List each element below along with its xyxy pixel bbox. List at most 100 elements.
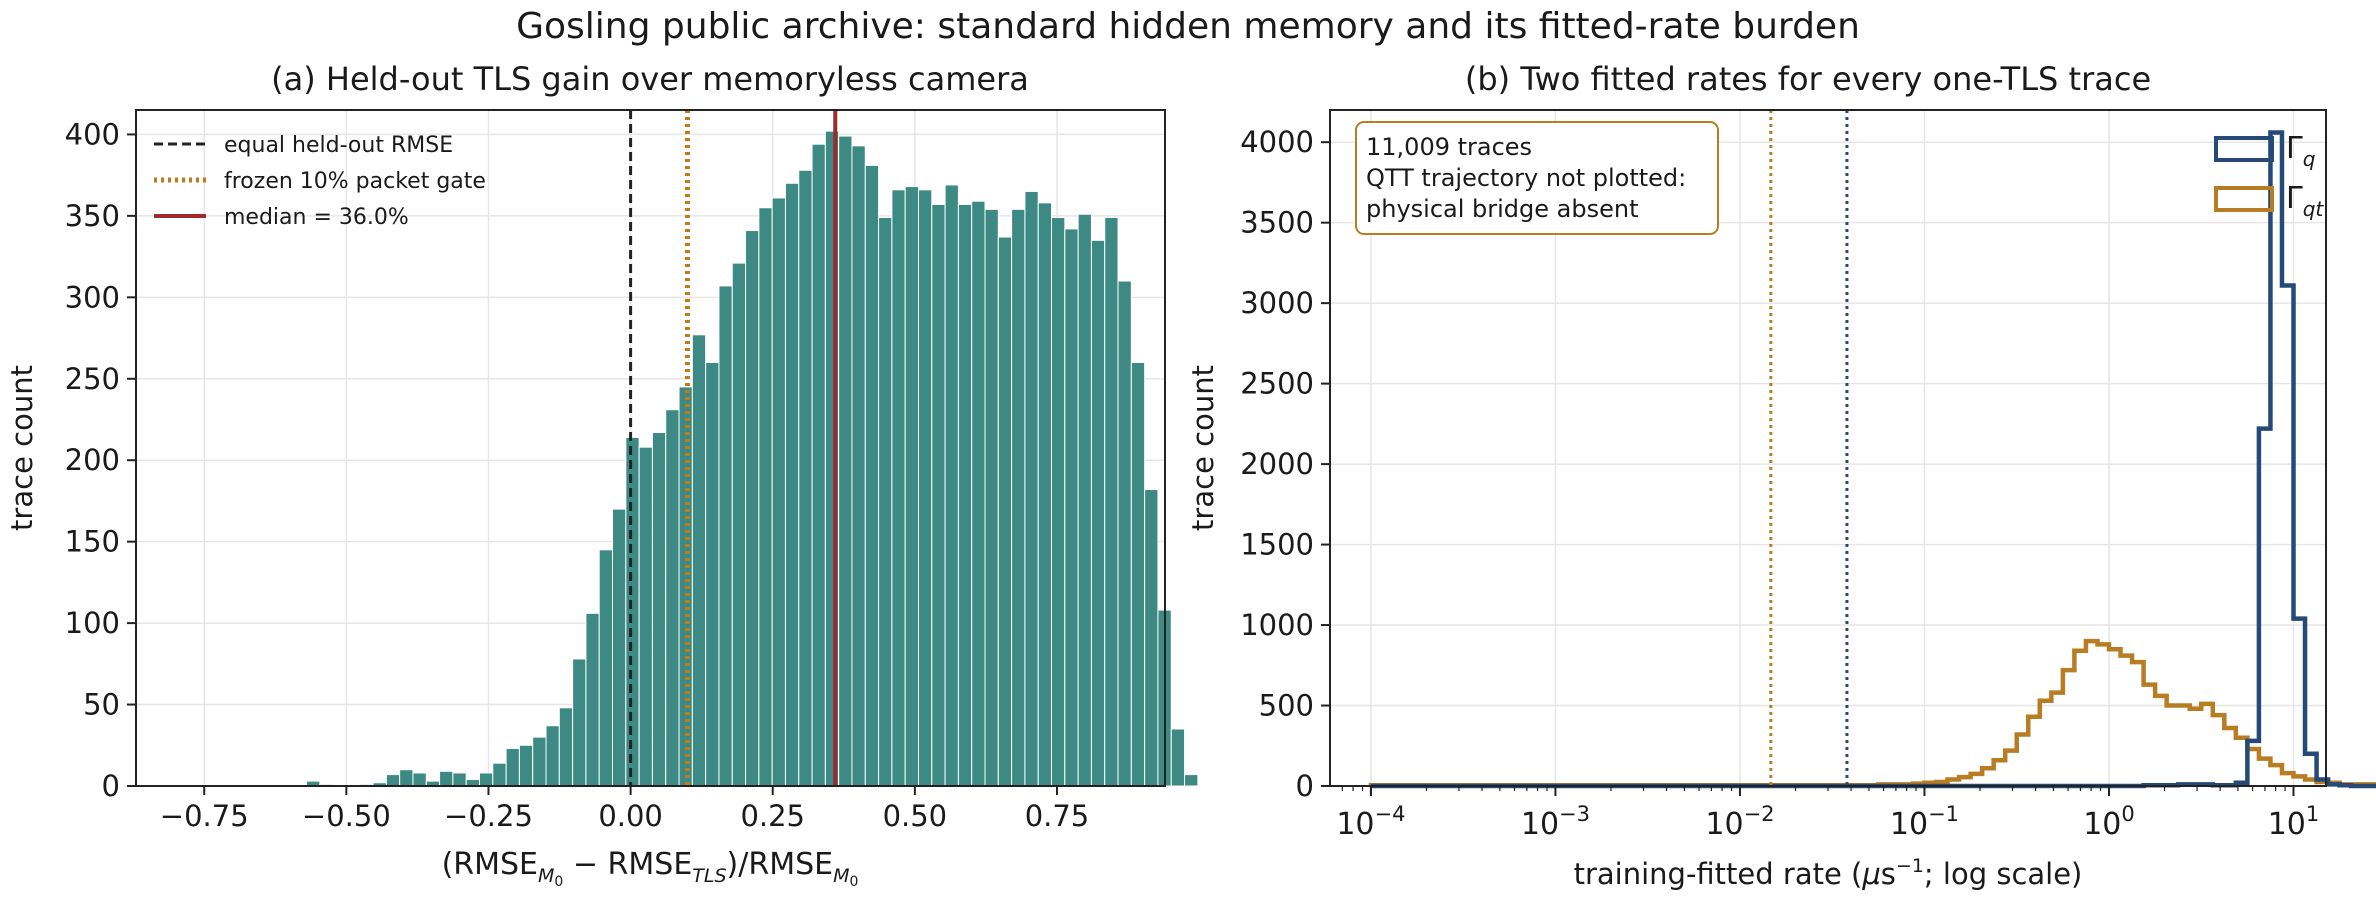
histogram-bar [412,772,427,787]
histogram-bar [452,772,467,787]
histogram-bar [1144,489,1159,787]
y-tick-label: 250 [65,362,120,396]
histogram-bar [944,184,959,787]
panel-a-reference-lines [629,110,838,786]
x-tick-label: 10−1 [1890,802,1959,842]
y-tick-label: 150 [65,525,120,559]
y-tick-label: 3000 [1240,286,1314,320]
annotation-box [1355,121,1719,235]
panel-a-title: (a) Held-out TLS gain over memoryless ca… [271,60,1029,98]
histogram-bar [439,770,454,787]
histogram-bar [691,334,707,787]
histogram-bar [545,725,560,787]
histogram-bar [478,772,494,787]
legend-gamma-qt-label: Γqt [2286,181,2324,221]
panel-b-annotation: 11,009 traces QTT trajectory not plotted… [1355,121,1719,235]
panel-a-y-ticks: 0 50 100 150 200 250 300 350 400 [65,117,136,803]
histogram-bar [385,774,401,787]
panel-a-xlabel: (RMSEM0 − RMSETLS)/RMSEM0 [442,847,859,890]
histogram-bar [838,135,853,787]
histogram-bar [1170,728,1186,787]
panel-a-x-ticks: −0.75 −0.50 −0.25 0.00 0.25 0.50 0.75 [160,786,1089,833]
histogram-bar [1104,217,1119,787]
histogram-bar [784,182,800,787]
histogram-bar [745,230,760,787]
panel-a-histogram: (a) Held-out TLS gain over memoryless ca… [5,60,1199,890]
histogram-bar [1037,202,1053,787]
x-tick-label: 100 [2083,802,2135,842]
panel-b-ylabel: trace count [1186,365,1220,531]
x-tick-label: 101 [2268,802,2320,842]
annotation-line-2: QTT trajectory not plotted: [1366,164,1686,192]
histogram-bar [758,207,773,787]
y-tick-label: 2000 [1240,447,1314,481]
x-tick-label: 0.75 [1025,799,1090,833]
histogram-bar [638,446,653,787]
histogram-bar [917,189,933,787]
histogram-bar [904,186,919,787]
panel-a-bars [306,130,1199,787]
histogram-bar [572,658,587,787]
histogram-bar [518,744,534,787]
histogram-bar [1077,213,1092,787]
histogram-bar [1064,228,1079,787]
panel-b-y-ticks: 0 500 1000 1500 2000 2500 3000 3500 4000 [1240,125,1330,803]
x-tick-label: 0.00 [598,799,663,833]
histogram-bar [718,285,733,787]
histogram-bar [811,143,826,787]
histogram-bar [1090,239,1106,787]
legend-gamma-q-swatch [2214,136,2274,162]
y-tick-label: 2500 [1240,367,1314,401]
histogram-bar [505,748,520,787]
histogram-bar [984,208,999,787]
y-tick-label: 100 [65,606,120,640]
gamma-qt-step-line [1368,638,2376,788]
histogram-bar [798,169,813,787]
histogram-bar [1184,774,1199,787]
y-tick-label: 200 [65,443,120,477]
histogram-bar [878,217,893,787]
y-tick-label: 400 [65,117,120,151]
legend-median-label: median = 36.0% [224,205,409,230]
x-tick-label: −0.75 [160,799,249,833]
y-tick-label: 1500 [1240,528,1314,562]
x-tick-label: −0.50 [302,799,391,833]
histogram-bar [651,432,667,787]
histogram-bar [399,769,414,787]
x-tick-label: 10−3 [1521,802,1590,842]
panel-b-xlabel: training-fitted rate (μs−1; log scale) [1574,855,2083,891]
histogram-bar [705,361,720,787]
panel-b-x-ticks: 10−4 10−3 10−2 10−1 100 101 [1336,786,2319,842]
y-tick-label: 1000 [1240,608,1314,642]
x-tick-label: 10−4 [1336,802,1405,842]
histogram-bar [532,736,547,787]
y-tick-label: 0 [1296,769,1314,803]
histogram-bar [851,145,866,787]
y-tick-label: 4000 [1240,125,1314,159]
histogram-bar [625,436,640,787]
panel-a-frame [135,109,1166,787]
x-tick-label: −0.25 [444,799,533,833]
histogram-bar [585,612,600,787]
panel-b-title: (b) Two fitted rates for every one-TLS t… [1465,60,2151,98]
histogram-bar [612,508,627,787]
legend-gamma-qt-swatch [2214,186,2274,212]
histogram-bar [864,164,880,787]
annotation-line-1: 11,009 traces [1366,133,1532,161]
histogram-bar [558,707,574,787]
figure-suptitle: Gosling public archive: standard hidden … [516,6,1860,47]
legend-equal-rmse-label: equal held-out RMSE [224,133,453,158]
histogram-bar [891,189,906,787]
histogram-bar [492,762,507,787]
legend-gamma-q-label: Γq [2286,131,2315,171]
histogram-bar [665,409,680,787]
histogram-bar [731,262,747,787]
x-tick-label: 0.25 [740,799,805,833]
histogram-bar [598,549,614,787]
histogram-bar [931,203,946,787]
histogram-bar [997,236,1013,787]
panel-a-legend: equal held-out RMSE frozen 10% packet ga… [154,133,486,230]
x-tick-label: 10−2 [1705,802,1774,842]
panel-b-legend: Γq Γqt [2214,131,2324,221]
